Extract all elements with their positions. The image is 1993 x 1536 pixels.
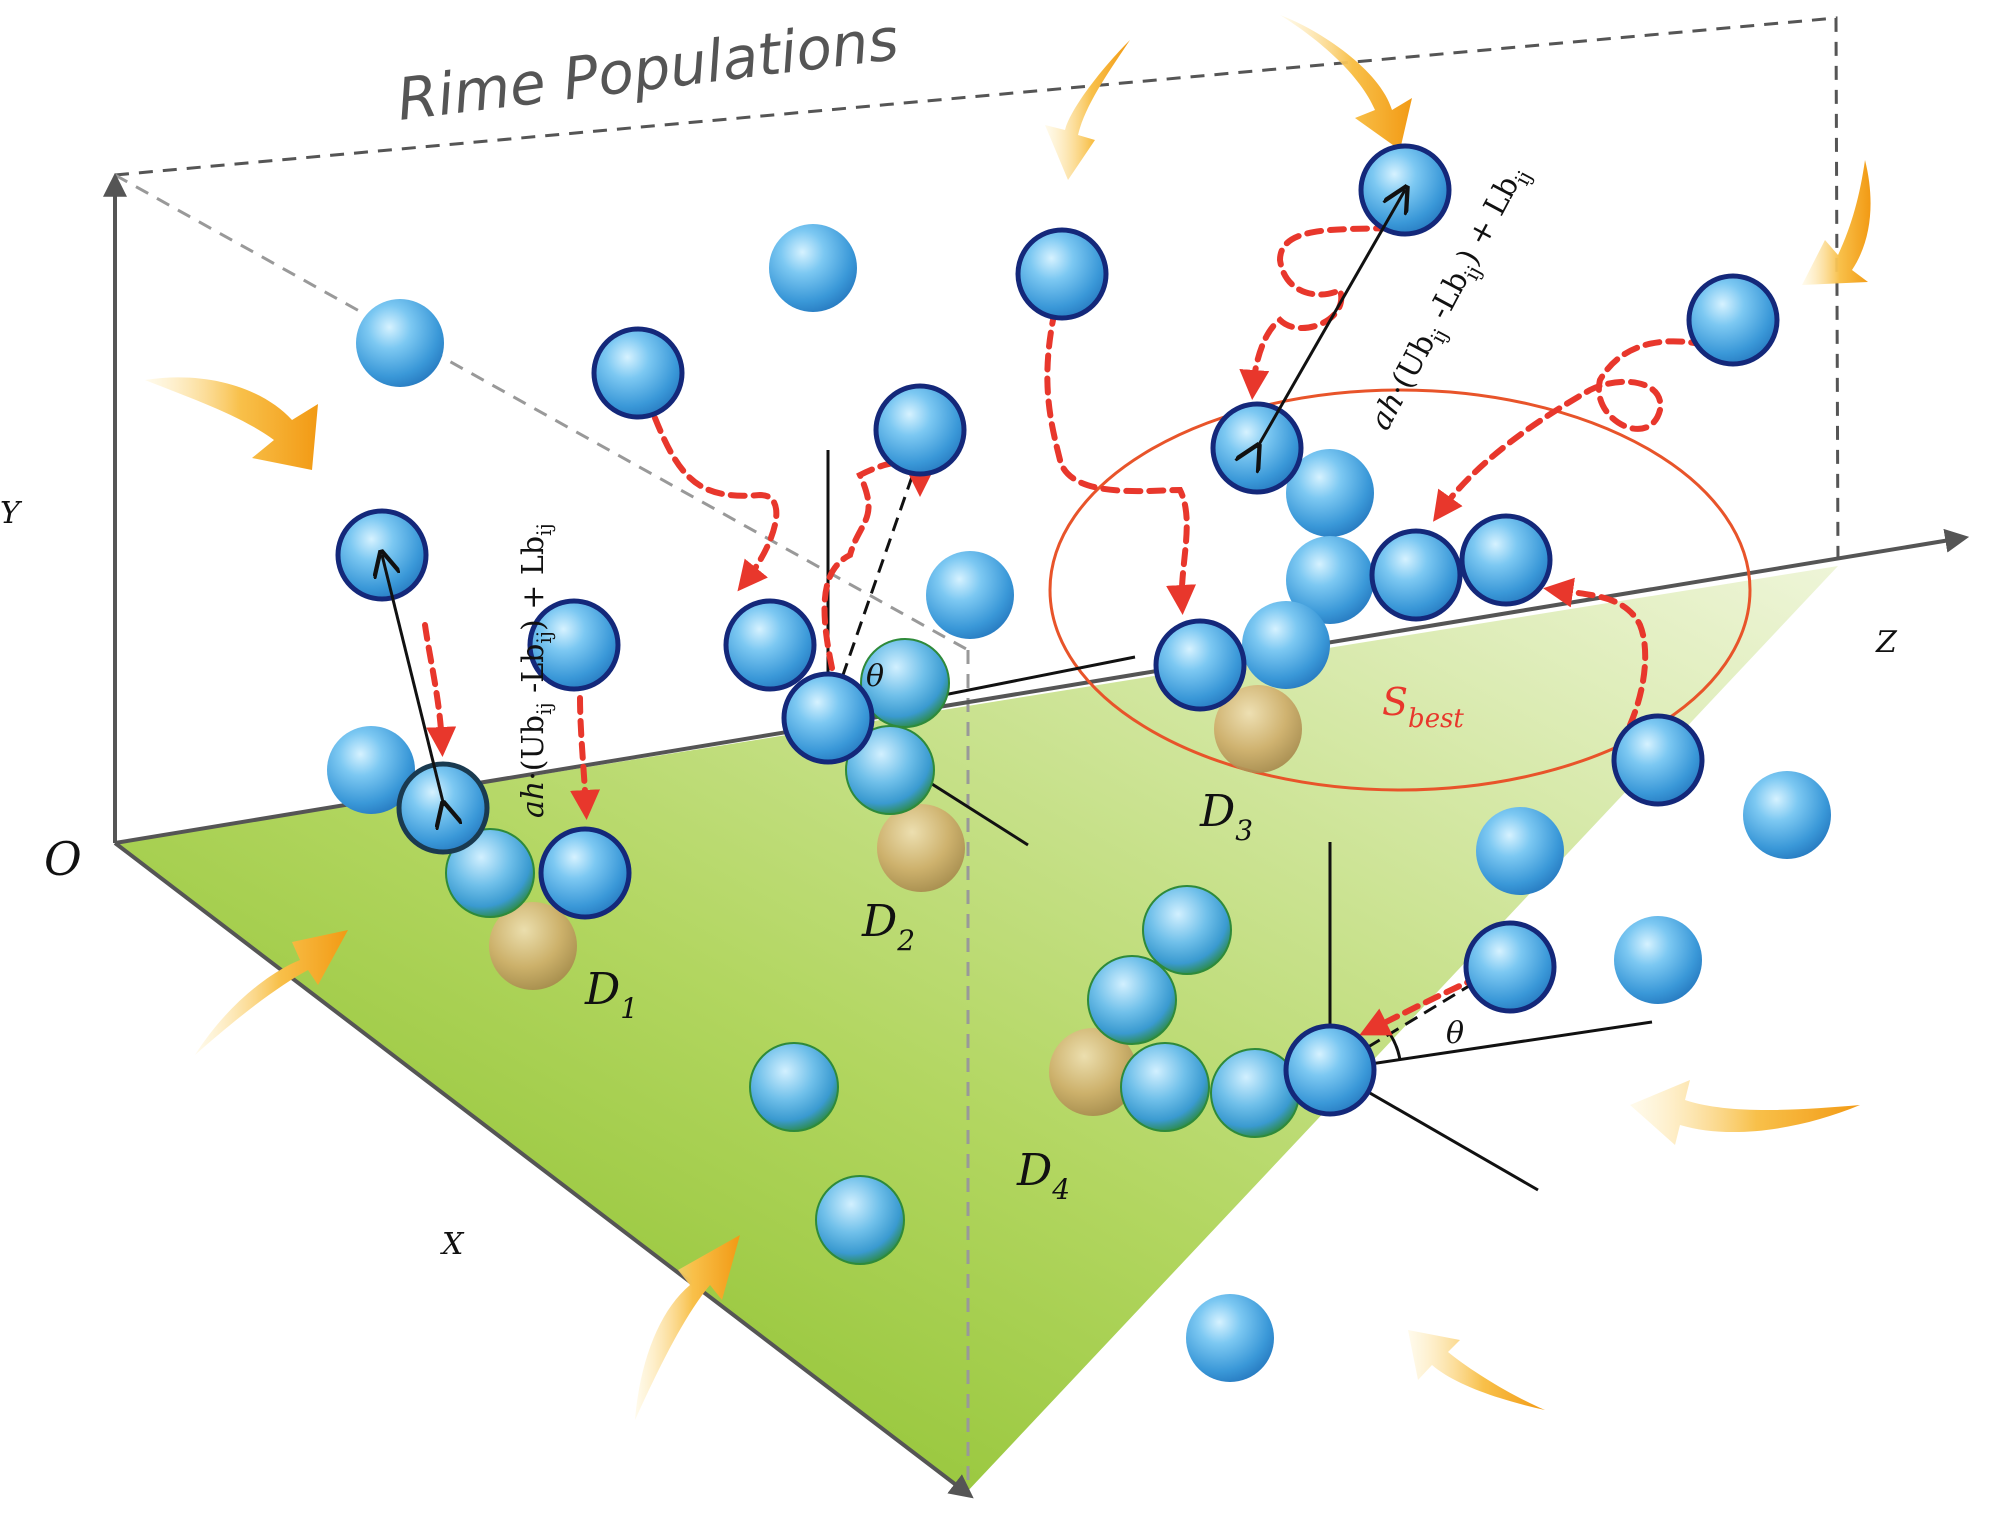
particle <box>1120 1042 1210 1132</box>
particle <box>749 1042 839 1132</box>
active-particle <box>1283 1023 1377 1117</box>
green-plane <box>115 566 1838 1494</box>
particle <box>1242 601 1330 689</box>
title: Rime Populations <box>393 5 902 134</box>
particle <box>815 1175 905 1265</box>
particle <box>860 638 950 728</box>
active-particle <box>723 598 817 692</box>
wind-arrow-icon <box>1408 1330 1545 1410</box>
particle <box>356 299 444 387</box>
sbest-label: Sbest <box>1382 680 1464 734</box>
particle <box>1743 771 1831 859</box>
active-particle <box>396 761 490 855</box>
wind-arrow-icon <box>1045 40 1130 180</box>
active-particle <box>591 326 685 420</box>
theta-label-d2: θ <box>866 659 884 694</box>
range-arrow-right <box>1257 190 1405 448</box>
particle <box>1614 916 1702 1004</box>
region-label-d2: D2 <box>861 896 915 957</box>
particle <box>445 828 535 918</box>
wind-arrow-icon <box>145 377 318 470</box>
region-label-d4: D4 <box>1016 1145 1070 1206</box>
dashed-diagonal <box>114 173 969 652</box>
axis-label-origin: O <box>44 832 82 886</box>
frozen-particles <box>489 685 1302 1116</box>
region-label-d3: D3 <box>1199 786 1253 847</box>
frozen-particle <box>877 804 965 892</box>
dashed-top-frame <box>114 16 1840 567</box>
active-particle <box>1459 513 1553 607</box>
wind-arrow-icon <box>195 930 348 1055</box>
particle <box>926 551 1014 639</box>
wind-arrow-icon <box>635 1235 740 1420</box>
active-particle <box>1463 920 1557 1014</box>
axis-label-z: Z <box>1875 625 1898 660</box>
active-particle <box>527 598 621 692</box>
axis-label-x: X <box>440 1227 465 1262</box>
theta-label-d4: θ <box>1446 1016 1464 1051</box>
active-particle <box>1686 273 1780 367</box>
particle <box>1476 807 1564 895</box>
x-axis <box>113 841 974 1499</box>
particle <box>1087 955 1177 1045</box>
wind-arrows <box>145 15 1871 1420</box>
particle <box>769 224 857 312</box>
active-particle <box>873 383 967 477</box>
wind-arrow-icon <box>1802 160 1871 285</box>
active-particle <box>1611 713 1705 807</box>
region-label-d1: D1 <box>584 964 638 1025</box>
particle <box>845 725 935 815</box>
particle <box>1186 1294 1274 1382</box>
active-particle <box>538 826 632 920</box>
active-particle <box>781 671 875 765</box>
active-particle <box>1153 618 1247 712</box>
range-arrow-left <box>382 555 444 806</box>
frozen-particle <box>1049 1028 1137 1116</box>
particle <box>1142 885 1232 975</box>
wind-arrow-icon <box>1630 1080 1860 1145</box>
axis-label-y: Y <box>0 496 23 531</box>
active-particle <box>1369 528 1463 622</box>
wind-arrow-icon <box>1280 15 1412 150</box>
formula-left: ah·(Ubij -Lbij) + Lbij <box>516 523 556 818</box>
frozen-particle <box>489 902 577 990</box>
particle <box>1286 536 1374 624</box>
frozen-particle <box>1214 685 1302 773</box>
active-particle <box>1015 227 1109 321</box>
